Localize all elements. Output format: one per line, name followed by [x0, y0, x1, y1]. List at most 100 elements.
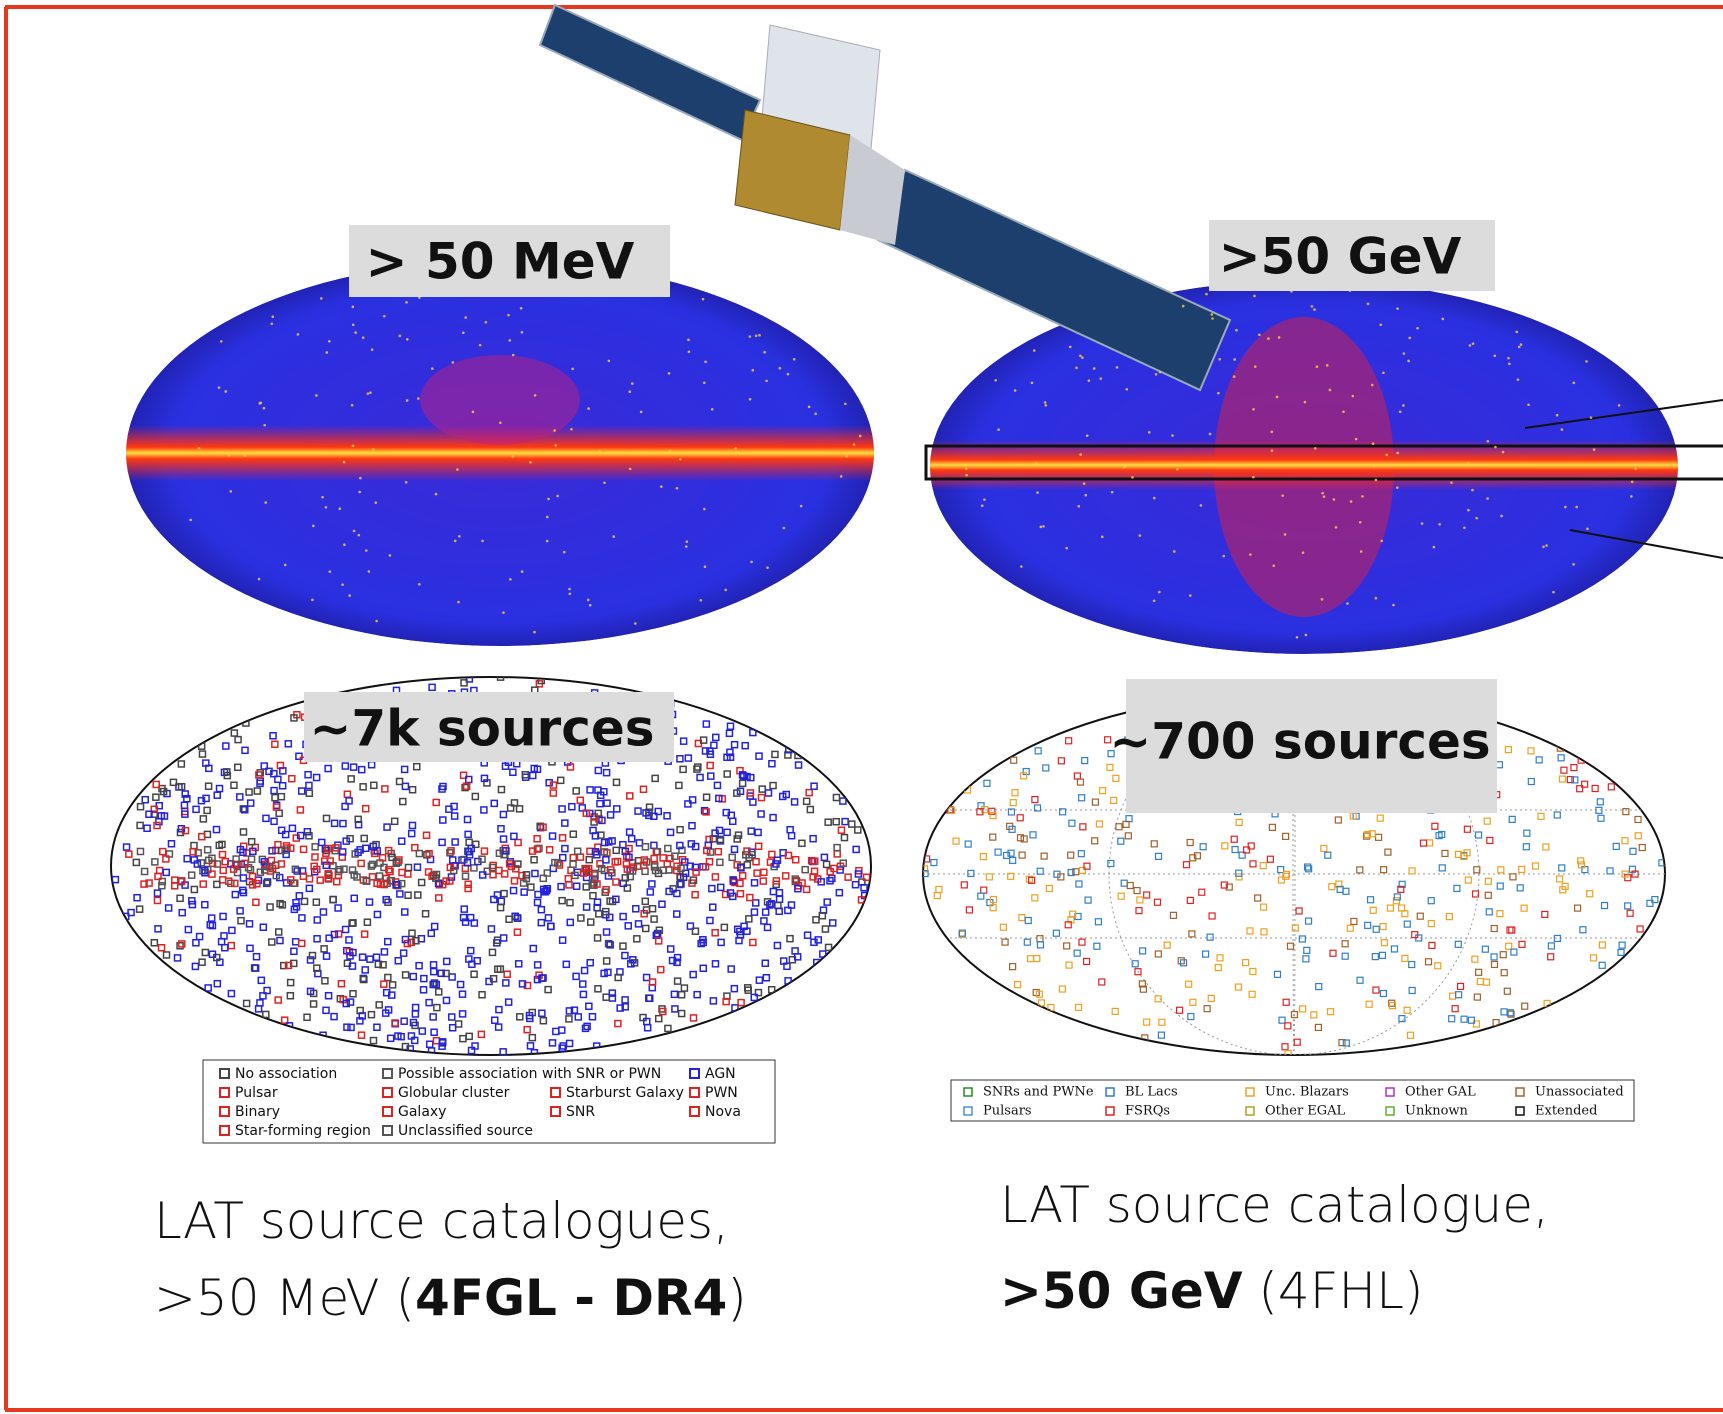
sky-dot [1375, 479, 1378, 482]
sky-dot [352, 323, 355, 326]
sky-dot [779, 367, 782, 370]
sky-dot [568, 588, 571, 591]
sky-dot [1472, 342, 1475, 345]
sky-dot [343, 543, 346, 546]
sky-dot [433, 452, 436, 455]
legend-label: No association [235, 1066, 337, 1082]
sky-dot [608, 360, 611, 363]
sky-dot [1379, 323, 1382, 326]
sky-dot [1402, 404, 1405, 407]
sky-dot [1302, 551, 1305, 554]
sky-dot [1233, 375, 1236, 378]
sky-dot [556, 495, 559, 498]
sky-dot [1252, 476, 1255, 479]
sky-dot [1079, 453, 1082, 456]
slide: > 50 MeV >50 GeV ~7k sources ~700 source… [0, 0, 1723, 1414]
sky-dot [368, 570, 371, 573]
sky-dot [457, 601, 460, 604]
legend-label: FSRQs [1125, 1104, 1170, 1119]
sky-dot [1382, 371, 1385, 374]
sky-dot [766, 566, 769, 569]
sky-dot [994, 379, 997, 382]
sky-dot [264, 501, 267, 504]
sky-dot [1088, 379, 1091, 382]
sky-dot [1590, 416, 1593, 419]
page: > 50 MeV >50 GeV ~7k sources ~700 source… [0, 0, 1723, 1414]
sky-dot [1252, 408, 1255, 411]
sky-dot [358, 534, 361, 537]
sky-dot [668, 372, 671, 375]
legend-label: Unclassified source [398, 1123, 533, 1139]
sky-dot [1075, 367, 1078, 370]
sky-dot [563, 551, 566, 554]
sky-dot [787, 373, 790, 376]
sky-dot [640, 411, 643, 414]
sky-dot [1316, 365, 1319, 368]
sky-dot [1284, 533, 1287, 536]
sky-dot [793, 358, 796, 361]
sky-dot [1111, 491, 1114, 494]
sky-dot [587, 599, 590, 602]
sky-dot [546, 516, 549, 519]
legend-label: SNRs and PWNe [983, 1085, 1094, 1100]
sky-dot [628, 390, 631, 393]
sky-dot [571, 368, 574, 371]
sky-dot [454, 540, 457, 543]
sky-dot [1355, 438, 1358, 441]
sky-dot [1159, 371, 1162, 374]
sky-dot [1396, 307, 1399, 310]
sky-dot [229, 490, 232, 493]
sky-dot [1278, 336, 1281, 339]
sky-dot [1471, 489, 1474, 492]
sky-dot [660, 485, 663, 488]
sky-dot [845, 455, 848, 458]
sky-dot [1281, 494, 1284, 497]
caption: LAT source catalogues,>50 MeV (4FGL - DR… [154, 1192, 747, 1327]
sky-dot [1634, 467, 1637, 470]
sky-dot [1342, 410, 1345, 413]
sky-dot [406, 399, 409, 402]
sky-dot [365, 549, 368, 552]
sky-dot [271, 315, 274, 318]
sky-dot [1403, 352, 1406, 355]
sky-dot [263, 424, 266, 427]
sky-dot [499, 422, 502, 425]
sky-dot [1442, 318, 1445, 321]
sky-dot [375, 620, 378, 623]
sky-dot [1036, 491, 1039, 494]
sky-dot [375, 501, 378, 504]
sky-dot [669, 450, 672, 453]
sky-dot [464, 316, 467, 319]
sky-dot [1200, 504, 1203, 507]
sky-dot [1527, 403, 1530, 406]
sky-dot [1373, 465, 1376, 468]
legend-label: BL Lacs [1125, 1085, 1178, 1100]
sky-dot [452, 361, 455, 364]
sky-dot [1233, 358, 1236, 361]
sky-dot [462, 331, 465, 334]
caption-text: ) [727, 1269, 747, 1327]
sky-dot [1189, 594, 1192, 597]
sky-dot [844, 403, 847, 406]
sky-dot [1249, 553, 1252, 556]
caption-text: LAT source catalogues, [154, 1192, 729, 1250]
sky-dot [751, 369, 754, 372]
sky-dot [1335, 526, 1338, 529]
sky-dot [417, 397, 420, 400]
sky-dot [1450, 481, 1453, 484]
sky-dot [1258, 333, 1261, 336]
sky-dot [1359, 521, 1362, 524]
sky-dot [1375, 597, 1378, 600]
legend-label: SNR [566, 1104, 595, 1120]
sky-dot [1065, 547, 1068, 550]
caption-text: (4FHL) [1243, 1262, 1424, 1320]
sky-dot [1618, 404, 1621, 407]
sky-dot [750, 561, 753, 564]
sky-dot [965, 474, 968, 477]
sky-dot [755, 334, 758, 337]
sky-dot [749, 335, 752, 338]
sky-dot [1039, 526, 1042, 529]
sky-dot [685, 545, 688, 548]
sky-dot [509, 578, 512, 581]
sky-dot [676, 487, 679, 490]
